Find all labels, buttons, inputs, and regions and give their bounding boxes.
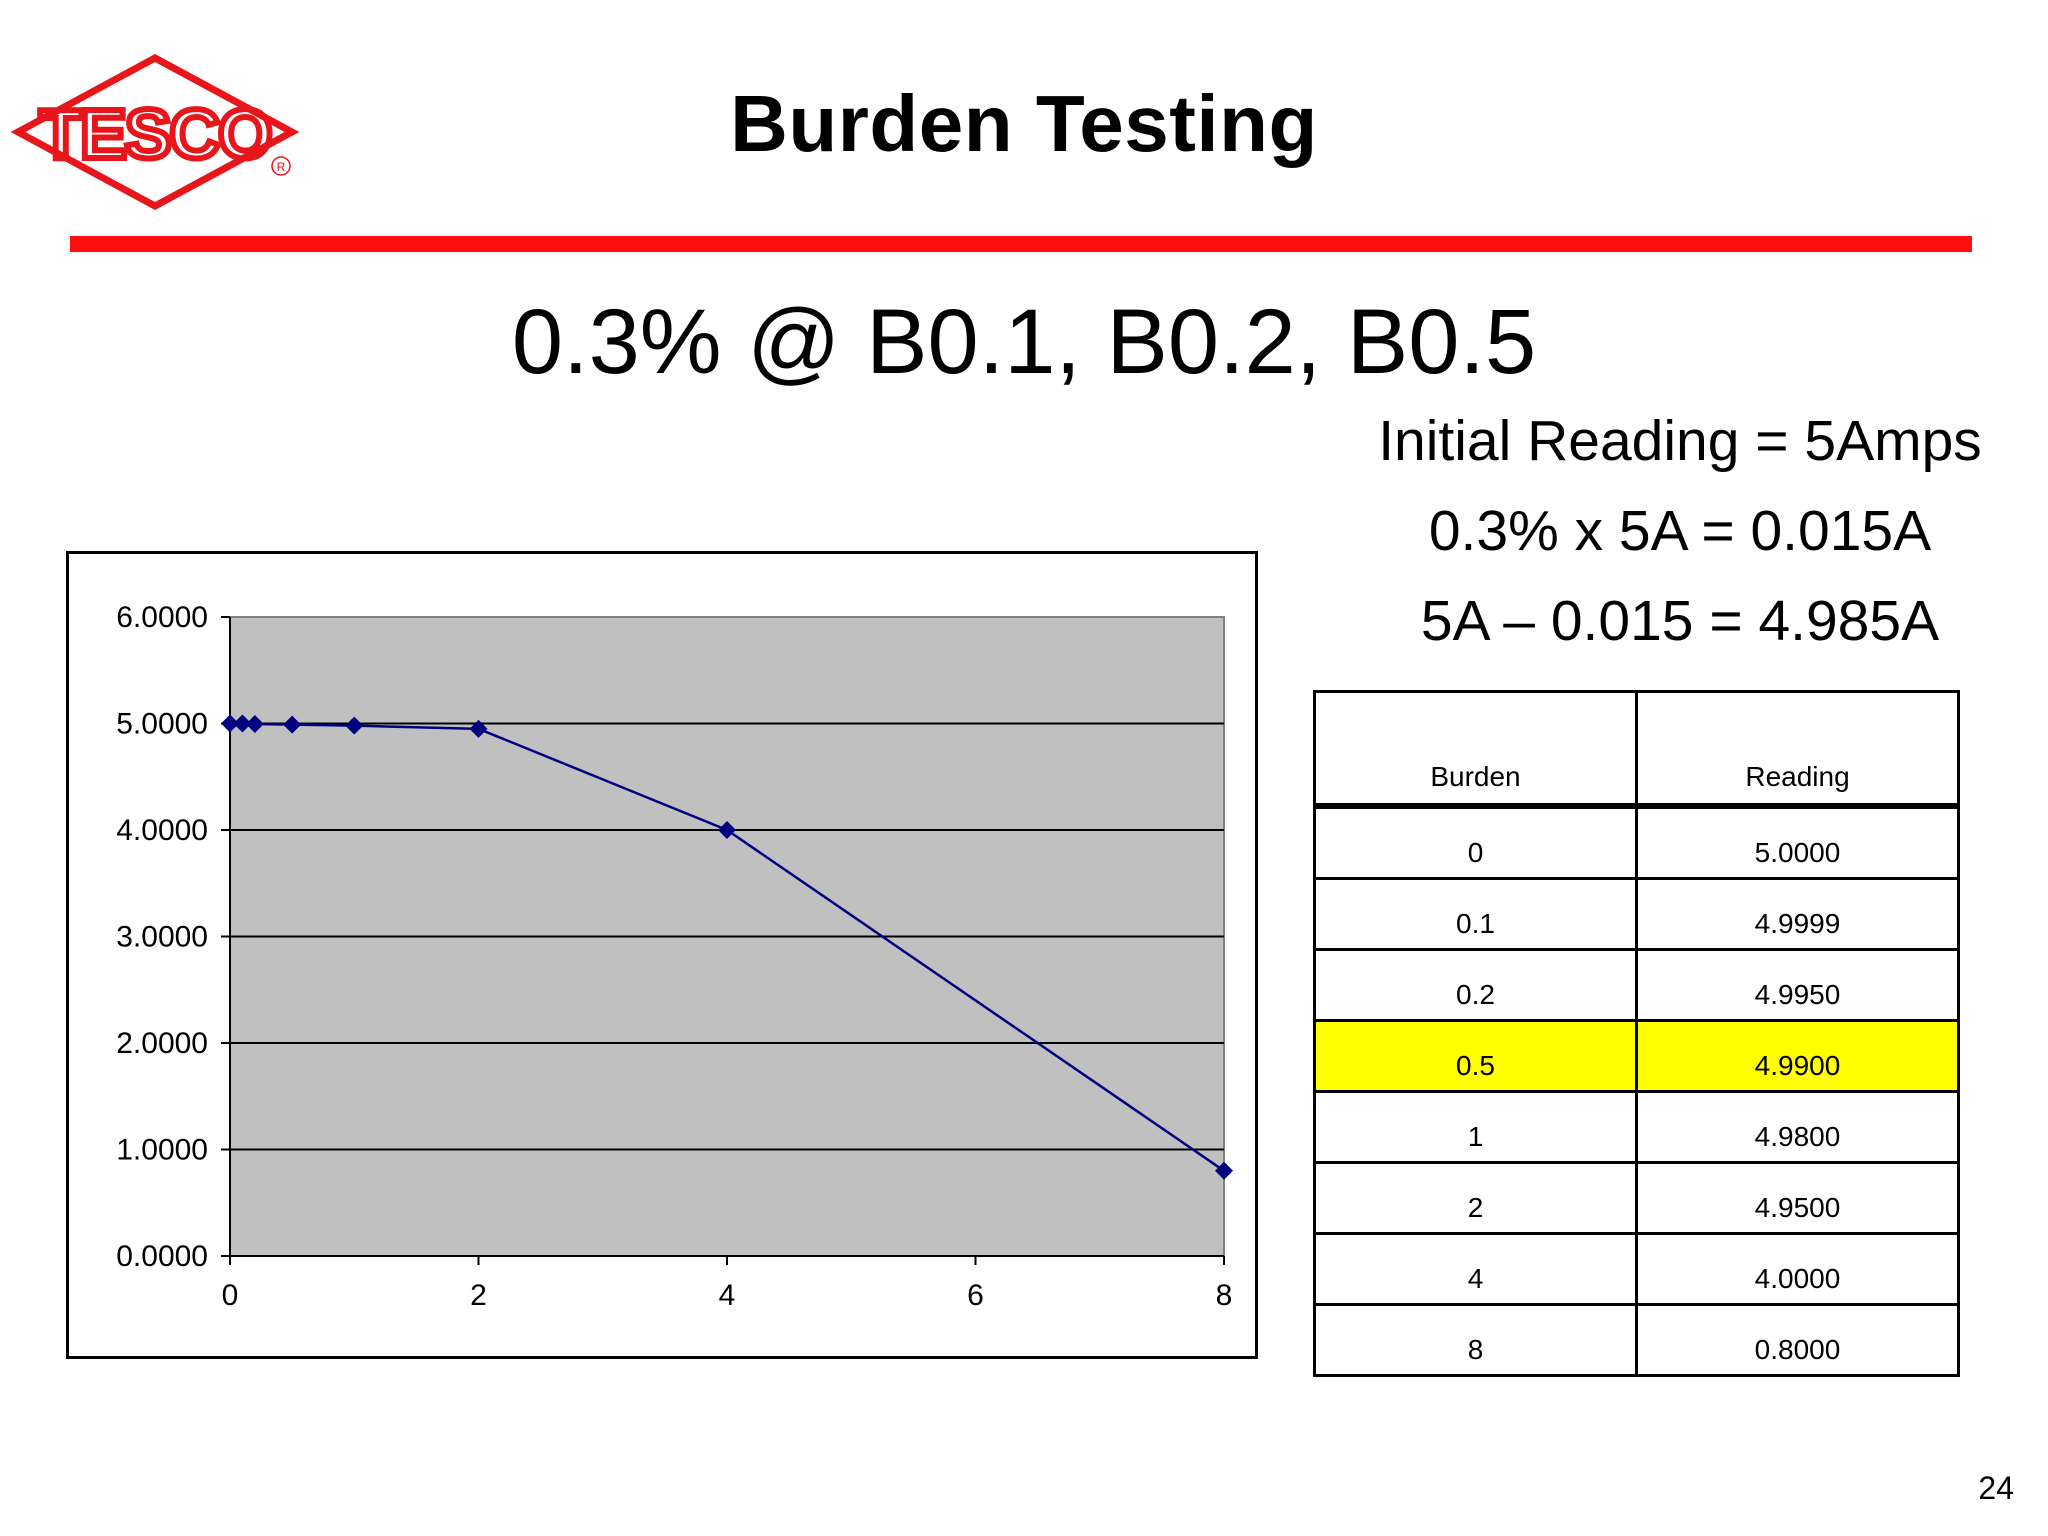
y-tick-label: 6.0000 [116,601,208,634]
registered-mark: R [277,160,286,174]
title-divider [70,236,1972,252]
y-tick-label: 2.0000 [116,1027,208,1060]
y-tick-label: 3.0000 [116,921,208,954]
burden-cell: 0 [1313,804,1638,880]
table-row: 1 4.9800 [1313,1090,1960,1164]
burden-chart: 0.0000 1.0000 2.0000 3.0000 4.0000 5.0000 6.00… [66,551,1258,1359]
reading-cell: 4.9950 [1635,948,1960,1022]
y-tick-label: 0.0000 [116,1240,208,1273]
table-row: 4 4.0000 [1313,1232,1960,1306]
reading-cell: 4.0000 [1635,1232,1960,1306]
reading-cell: 0.8000 [1635,1303,1960,1377]
x-tick-label: 4 [719,1279,736,1312]
burden-cell: 0.1 [1313,877,1638,951]
burden-cell: 8 [1313,1303,1638,1377]
slide-subtitle: 0.3% @ B0.1, B0.2, B0.5 [511,291,1537,393]
data-point [345,716,364,735]
data-point [221,714,239,733]
burden-cell: 1 [1313,1090,1638,1164]
tesco-logo: TESCO R [10,54,300,210]
y-tick-label: 1.0000 [116,1134,208,1167]
data-point [469,719,488,738]
burden-cell: 2 [1313,1161,1638,1235]
table-row: 0.5 4.9900 [1313,1019,1960,1093]
page-number: 24 [1978,1470,2014,1506]
reading-cell: 4.9999 [1635,877,1960,951]
reading-cell: 4.9800 [1635,1090,1960,1164]
data-point [1215,1161,1233,1180]
data-point [245,715,264,734]
chart-canvas: 0.0000 1.0000 2.0000 3.0000 4.0000 5.0000 6.00… [116,601,1233,1312]
y-tick-label: 4.0000 [116,814,208,847]
column-header-reading: Reading [1635,690,1960,809]
reading-cell: 5.0000 [1635,804,1960,880]
data-point [718,821,736,839]
calc-threshold: 5A – 0.015 = 4.985A [1420,589,1940,653]
x-tick-label: 0 [222,1279,239,1312]
slide-title: Burden Testing [730,79,1318,168]
data-point [233,714,252,733]
table-row: 0 5.0000 [1313,804,1960,880]
calc-initial-reading: Initial Reading = 5Amps [1378,409,1982,473]
reading-cell: 4.9500 [1635,1161,1960,1235]
column-header-burden: Burden [1313,690,1638,809]
burden-cell: 0.5 [1313,1019,1638,1093]
x-tick-label: 6 [967,1279,984,1312]
reading-cell: 4.9900 [1635,1019,1960,1093]
table-row: 0.2 4.9950 [1313,948,1960,1022]
x-tick-label: 8 [1216,1279,1233,1312]
x-tick-label: 2 [470,1279,487,1312]
logo-text: TESCO [39,95,270,173]
table-row: 8 0.8000 [1313,1303,1960,1377]
y-tick-label: 5.0000 [116,708,208,741]
table-row: 2 4.9500 [1313,1161,1960,1235]
data-point [283,715,302,734]
burden-table: Burden Reading 0 5.0000 0.1 4.9999 0.2 4… [1313,690,1960,1377]
table-row: 0.1 4.9999 [1313,877,1960,951]
burden-cell: 0.2 [1313,948,1638,1022]
calc-tolerance: 0.3% x 5A = 0.015A [1428,499,1932,563]
burden-cell: 4 [1313,1232,1638,1306]
